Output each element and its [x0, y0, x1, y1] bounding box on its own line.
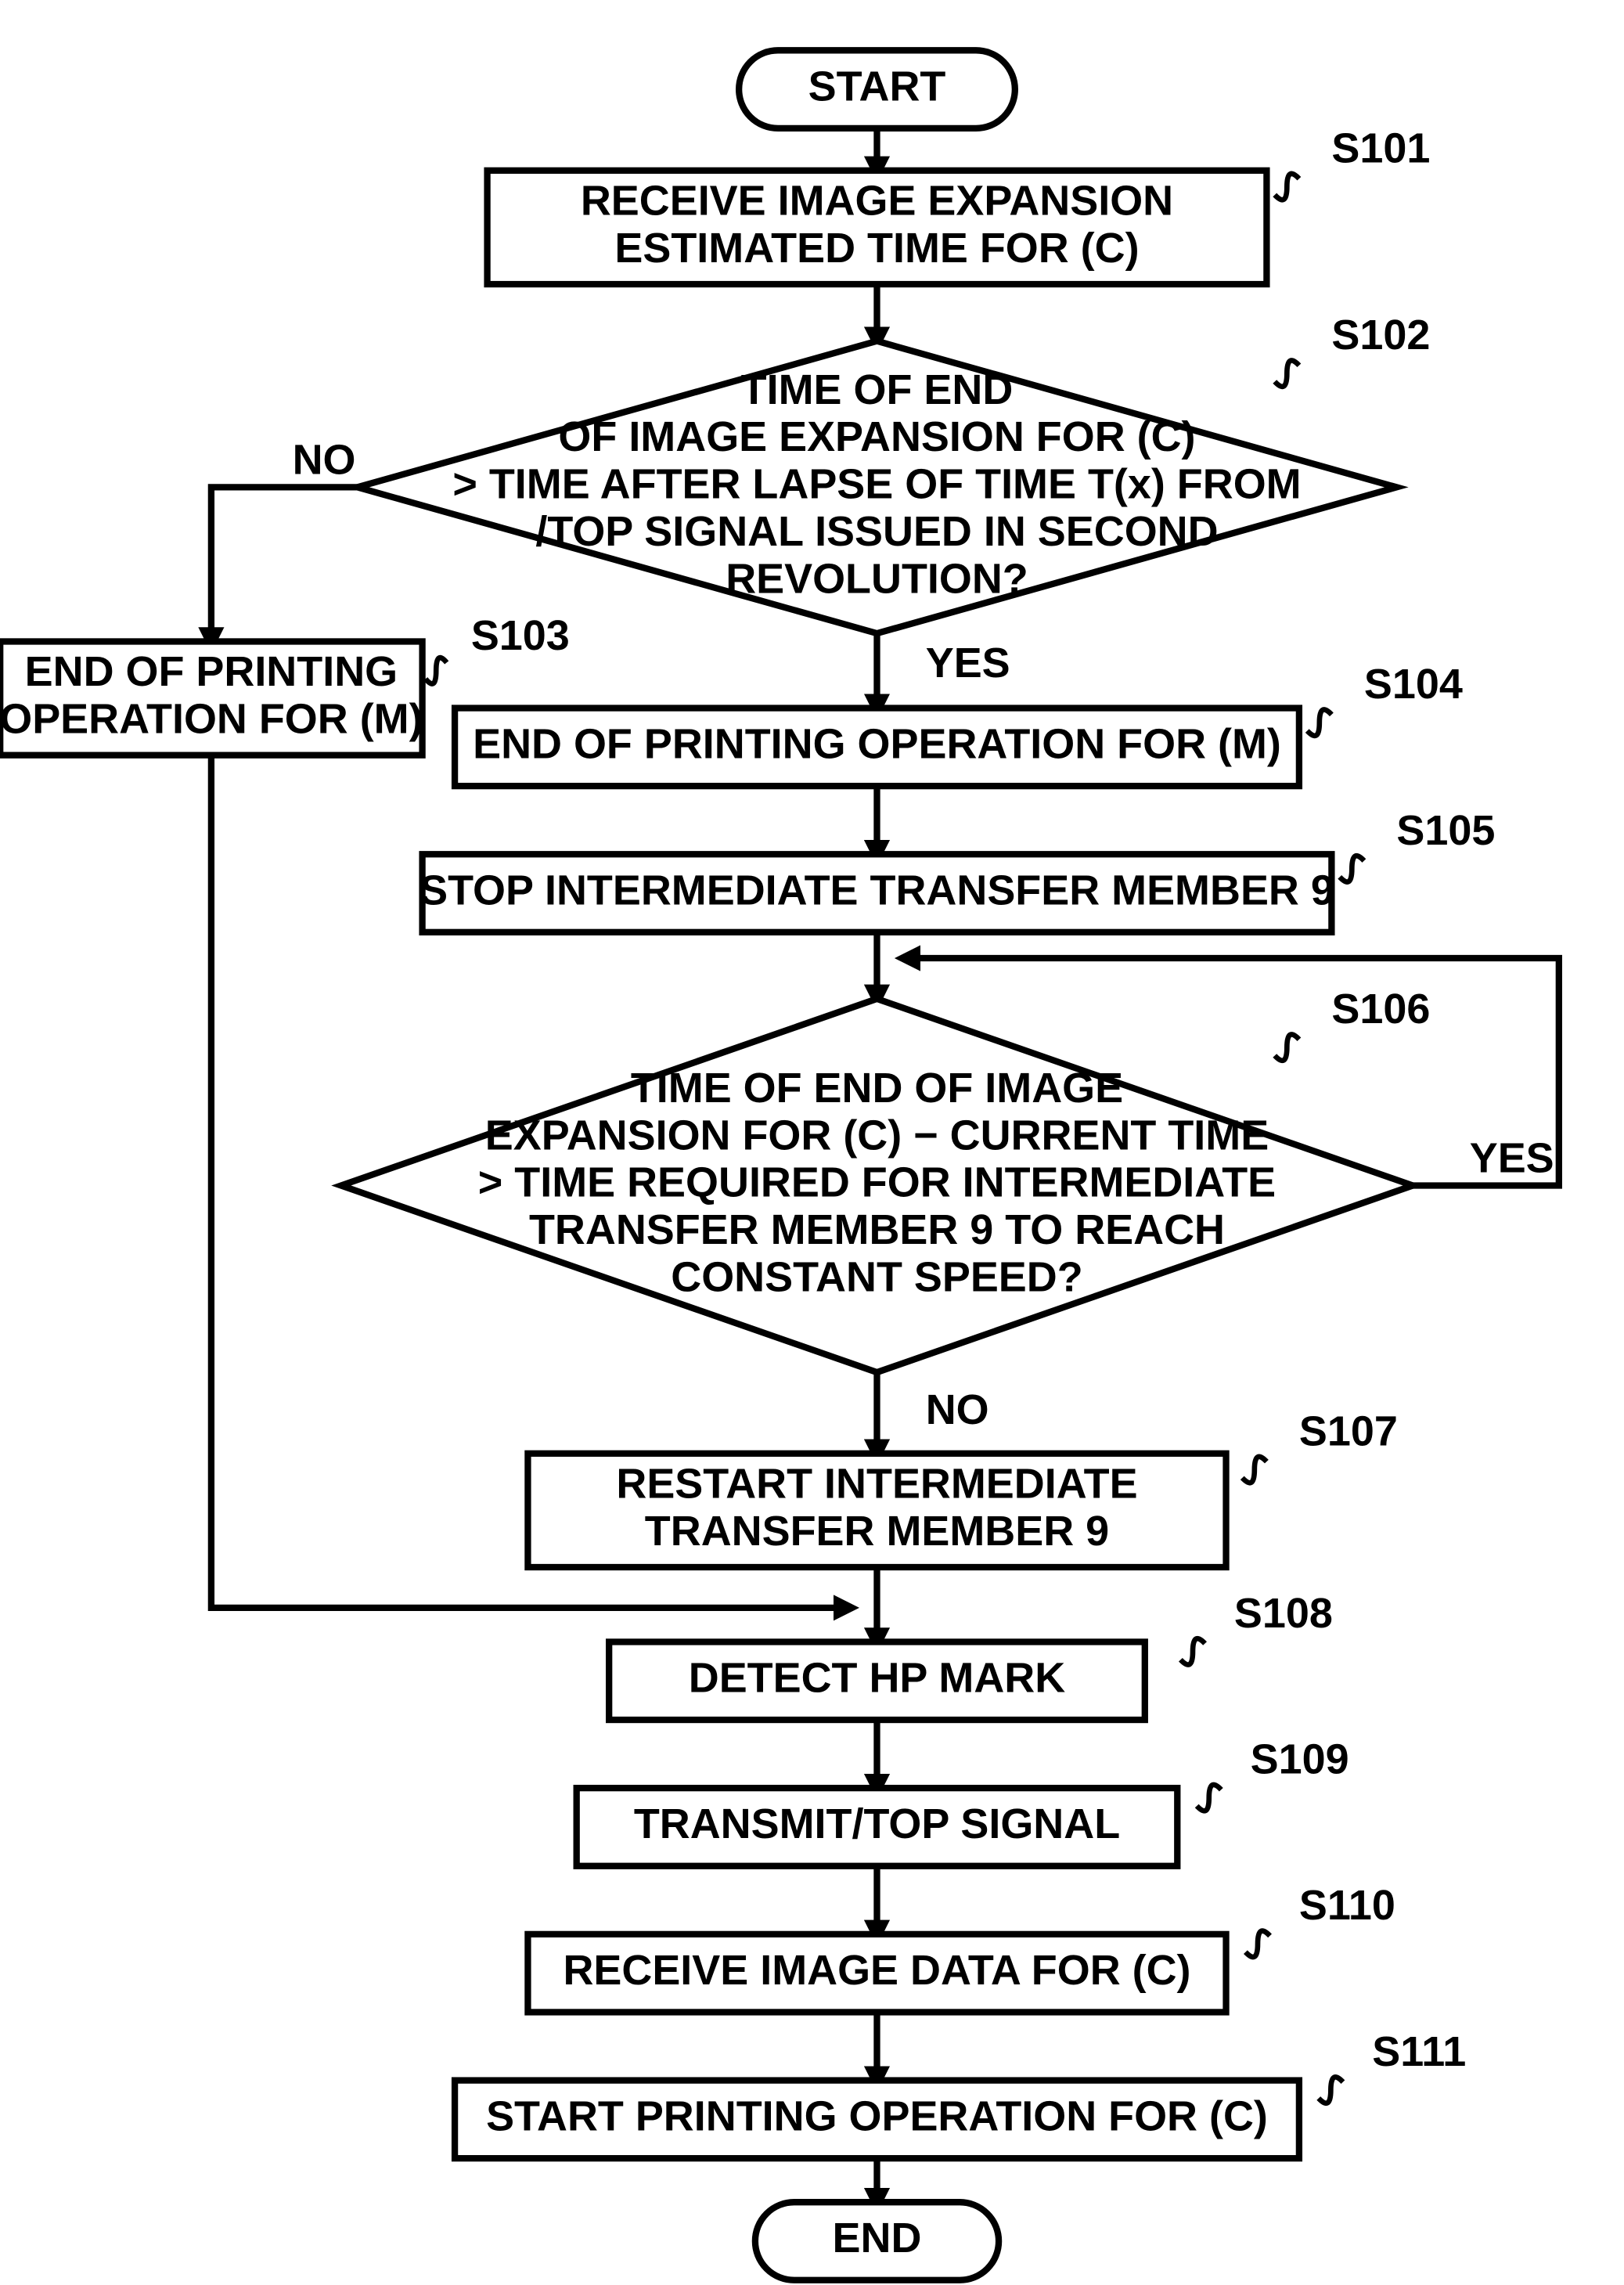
node-text-line: OF IMAGE EXPANSION FOR (C) [558, 413, 1195, 460]
step-tick [1245, 1931, 1269, 1957]
step-tick [1307, 710, 1331, 736]
node-text-line: END OF PRINTING OPERATION FOR (M) [473, 721, 1281, 768]
node-text-line: TIME OF END OF IMAGE [631, 1065, 1123, 1112]
node-text-line: ESTIMATED TIME FOR (C) [614, 225, 1139, 272]
step-number: S111 [1372, 2028, 1466, 2075]
edge-label: YES [1470, 1135, 1554, 1182]
node-text-line: START PRINTING OPERATION FOR (C) [486, 2093, 1268, 2140]
node-text-line: RECEIVE IMAGE EXPANSION [581, 177, 1173, 224]
step-number: S110 [1299, 1882, 1395, 1929]
node-text-line: START [808, 63, 946, 110]
node-text-line: TRANSFER MEMBER 9 TO REACH [529, 1206, 1225, 1253]
step-number: S103 [471, 612, 570, 659]
node-text-line: RESTART INTERMEDIATE [616, 1460, 1137, 1507]
node-text-line: TRANSMIT/TOP SIGNAL [634, 1800, 1120, 1847]
edge-label: YES [926, 640, 1010, 687]
node-text-line: > TIME AFTER LAPSE OF TIME T(x) FROM [452, 461, 1301, 508]
step-number: S109 [1251, 1735, 1349, 1782]
node-text-line: DETECT HP MARK [689, 1654, 1066, 1701]
node-text-line: RECEIVE IMAGE DATA FOR (C) [563, 1947, 1190, 1994]
flow-edge [211, 487, 358, 641]
node-text-line: END OF PRINTING [25, 648, 398, 695]
node-text-line: /TOP SIGNAL ISSUED IN SECOND [535, 508, 1218, 555]
step-tick [1197, 1785, 1221, 1811]
step-tick [1319, 2077, 1343, 2103]
step-number: S108 [1234, 1590, 1333, 1637]
node-text-line: CONSTANT SPEED? [671, 1254, 1082, 1301]
step-tick [426, 658, 447, 683]
step-tick [1242, 1457, 1266, 1483]
node-text-line: > TIME REQUIRED FOR INTERMEDIATE [478, 1159, 1276, 1206]
node-text-line: TIME OF END [741, 366, 1014, 413]
step-tick [1180, 1638, 1204, 1664]
step-tick [1275, 360, 1299, 386]
node-text-line: STOP INTERMEDIATE TRANSFER MEMBER 9 [420, 867, 1334, 914]
node-text-line: END [833, 2215, 922, 2262]
step-number: S104 [1364, 661, 1463, 708]
edge-label: NO [293, 437, 356, 484]
step-number: S102 [1331, 312, 1430, 359]
step-number: S105 [1396, 807, 1495, 854]
node-text-line: REVOLUTION? [726, 555, 1028, 602]
node-text-line: TRANSFER MEMBER 9 [645, 1508, 1109, 1555]
edge-label: NO [926, 1386, 989, 1433]
step-tick [1275, 174, 1299, 200]
step-number: S101 [1331, 124, 1430, 171]
step-number: S106 [1331, 986, 1430, 1033]
step-number: S107 [1299, 1407, 1398, 1454]
step-tick [1340, 856, 1364, 881]
step-tick [1275, 1034, 1299, 1060]
node-text-line: EXPANSION FOR (C) − CURRENT TIME [485, 1112, 1269, 1159]
node-text-line: OPERATION FOR (M) [0, 696, 423, 743]
